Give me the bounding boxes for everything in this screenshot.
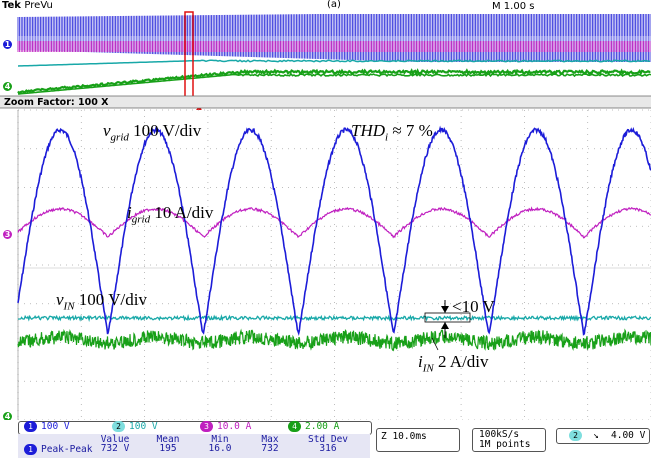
record-length: 1M points xyxy=(479,439,531,450)
brand-logo: Tek PreVu xyxy=(2,0,53,11)
meas-header-mean: Mean xyxy=(156,434,180,445)
meas-min: 16.0 xyxy=(208,443,232,454)
figure-label: (a) xyxy=(327,0,341,10)
zoom-time-box[interactable]: Z 10.0ms xyxy=(376,428,460,452)
ripple-label: <10 V xyxy=(452,297,495,316)
ch2-scale[interactable]: 2 100 V xyxy=(112,420,158,433)
trigger-level: 4.00 V xyxy=(611,430,646,441)
overview-waveform-area xyxy=(0,10,651,111)
sample-rate: 100kS/s xyxy=(479,429,520,440)
zoom-bar xyxy=(0,96,651,108)
trigger-slope-icon: ↘ xyxy=(593,430,599,441)
iin-pointer xyxy=(431,337,439,351)
preview-mode-label: PreVu xyxy=(24,0,53,11)
igrid-label: igrid 10 A/div xyxy=(127,203,214,226)
trigger-box[interactable]: 2 ↘ 4.00 V xyxy=(556,428,650,444)
vgrid-label: vgrid 100 V/div xyxy=(103,121,202,144)
iin-label: iIN 2 A/div xyxy=(418,352,489,375)
meas-name[interactable]: 1 Peak-Peak xyxy=(24,443,92,456)
zoom-factor-label: Zoom Factor: 100 X xyxy=(4,97,109,108)
thd-label: THDi ≈ 7 % xyxy=(351,121,433,144)
trigger-source: 2 xyxy=(569,430,582,441)
meas-value: 732 V xyxy=(100,443,130,454)
ch4-overview-marker: 4 xyxy=(3,82,12,91)
ch3-scale[interactable]: 3 10.0 A xyxy=(200,420,251,433)
meas-max: 732 xyxy=(261,443,279,454)
ch1-scale[interactable]: 1 100 V xyxy=(24,420,70,433)
ripple-annotation xyxy=(424,300,471,338)
meas-mean: 195 xyxy=(159,443,177,454)
meas-header-value: Value xyxy=(100,434,130,445)
meas-header-max: Max xyxy=(261,434,279,445)
meas-stddev: 316 xyxy=(319,443,337,454)
timebase-readout: M 1.00 s xyxy=(492,1,535,12)
ch3-main-marker: 3 xyxy=(3,230,12,239)
vin-label: vIN 100 V/div xyxy=(56,290,147,313)
acquisition-box[interactable]: 100kS/s 1M points xyxy=(472,428,546,452)
meas-header-stddev: Std Dev xyxy=(307,434,349,445)
main-graticule xyxy=(17,109,651,421)
meas-header-min: Min xyxy=(211,434,229,445)
measurement-panel xyxy=(18,434,370,458)
ch1-overview-marker: 1 xyxy=(3,40,12,49)
ch4-scale[interactable]: 4 2.00 A xyxy=(288,420,339,433)
ch4-main-marker: 4 xyxy=(3,412,12,421)
